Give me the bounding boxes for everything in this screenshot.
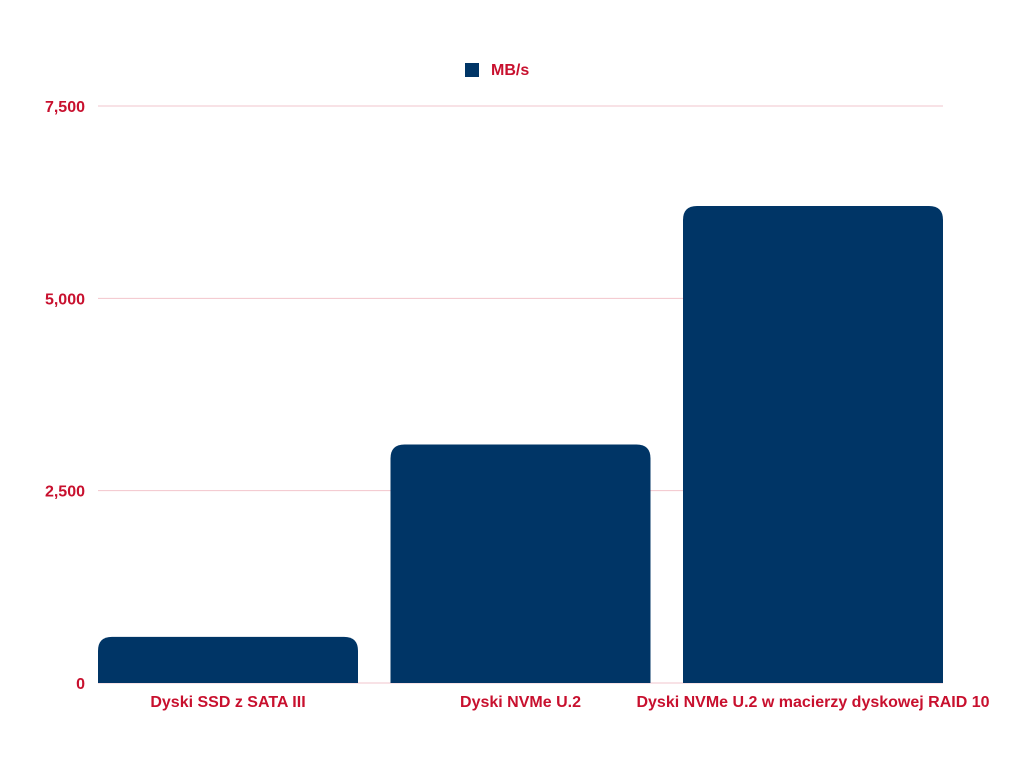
- legend-label-mbs: MB/s: [491, 62, 529, 79]
- y-tick-label: 5,000: [45, 291, 85, 308]
- x-category-label: Dyski SSD z SATA III: [150, 694, 305, 711]
- bar-3: [683, 206, 943, 683]
- y-axis-ticks: 0 2,500 5,000 7,500: [45, 99, 85, 693]
- bars: [98, 206, 943, 683]
- x-category-label: Dyski NVMe U.2 w macierzy dyskowej RAID …: [636, 694, 989, 711]
- x-axis-labels: Dyski SSD z SATA III Dyski NVMe U.2 Dyski …: [150, 694, 989, 711]
- x-category-label: Dyski NVMe U.2: [460, 694, 581, 711]
- y-tick-label: 7,500: [45, 99, 85, 116]
- y-tick-label: 2,500: [45, 484, 85, 501]
- bar-1: [98, 636, 358, 683]
- legend: MB/s: [465, 62, 529, 79]
- y-tick-label: 0: [76, 676, 85, 693]
- bar-2: [390, 444, 651, 683]
- legend-swatch: [465, 63, 479, 77]
